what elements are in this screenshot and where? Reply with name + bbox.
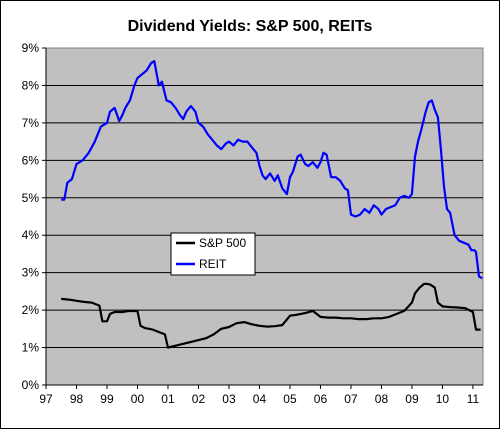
y-tick-label: 1% — [22, 341, 40, 355]
x-tick-label: 03 — [222, 392, 236, 406]
series-line-reit — [61, 59, 483, 280]
x-tick-label: 01 — [161, 392, 175, 406]
y-tick-label: 7% — [22, 116, 40, 130]
legend-label-sp500: S&P 500 — [199, 236, 246, 250]
y-tick-label: 6% — [22, 153, 40, 167]
y-tick-label: 5% — [22, 191, 40, 205]
x-tick-label: 99 — [100, 392, 114, 406]
legend: S&P 500 REIT — [170, 232, 256, 276]
x-tick-label: 08 — [375, 392, 389, 406]
series-line-s-p-500 — [61, 282, 481, 349]
y-tick-label: 2% — [22, 303, 40, 317]
y-tick-label: 4% — [22, 228, 40, 242]
y-tick-label: 0% — [22, 378, 40, 392]
x-tick-label: 09 — [405, 392, 419, 406]
legend-label-reit: REIT — [199, 257, 227, 271]
plot-area — [45, 47, 484, 386]
x-tick-label: 05 — [283, 392, 297, 406]
x-tick-label: 00 — [131, 392, 145, 406]
series-layer — [61, 59, 483, 349]
legend-box — [170, 232, 256, 276]
axes: 0% 1% 2% 3% 4% 5% 6% 7% 8% 9% 97 98 99 00 01 02 03 04 05 06… — [22, 41, 483, 406]
chart-title: Dividend Yields: S&P 500, REITs — [128, 18, 373, 35]
y-tick-label: 9% — [22, 41, 40, 55]
x-tick-label: 11 — [467, 392, 480, 406]
x-tick-label: 10 — [436, 392, 450, 406]
x-tick-label: 02 — [192, 392, 206, 406]
x-tick-label: 04 — [253, 392, 267, 406]
x-tick-label: 98 — [70, 392, 84, 406]
y-tick-label: 8% — [22, 78, 40, 92]
y-tick-label: 3% — [22, 266, 40, 280]
x-tick-label: 97 — [39, 392, 53, 406]
grid-lines — [46, 84, 483, 349]
x-tick-label: 06 — [314, 392, 328, 406]
x-tick-label: 07 — [344, 392, 358, 406]
